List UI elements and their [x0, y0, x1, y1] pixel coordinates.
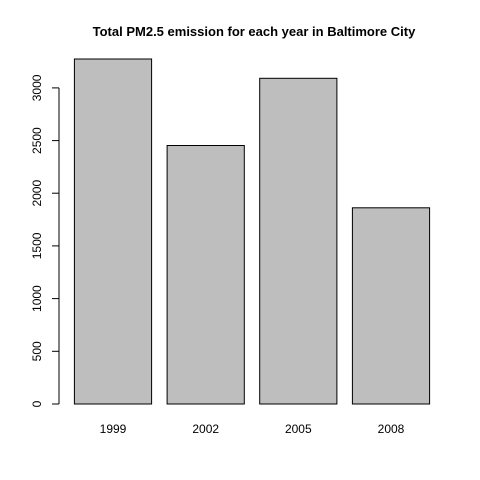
bar-2005 [259, 77, 338, 405]
bar-2002 [166, 145, 245, 405]
x-tick-label: 1999 [100, 422, 127, 436]
x-tick-label: 2002 [192, 422, 219, 436]
bar-1999 [73, 58, 153, 405]
x-axis-labels: 1999 2002 2005 2008 [100, 422, 405, 436]
y-tick-label: 2500 [30, 127, 44, 154]
y-tick-label: 0 [30, 400, 44, 407]
y-tick-label: 1000 [30, 285, 44, 312]
y-tick-label: 1500 [30, 232, 44, 259]
bar-2008 [351, 207, 431, 405]
chart-title: Total PM2.5 emission for each year in Ba… [93, 24, 416, 39]
bars-layer [73, 58, 431, 405]
x-tick-label: 2008 [378, 422, 405, 436]
y-tick-label: 3000 [30, 74, 44, 101]
y-tick-label: 2000 [30, 180, 44, 207]
y-axis: 0 500 1000 1500 2000 2500 3000 [30, 74, 60, 407]
x-tick-label: 2005 [285, 422, 312, 436]
y-tick-label: 500 [30, 341, 44, 361]
